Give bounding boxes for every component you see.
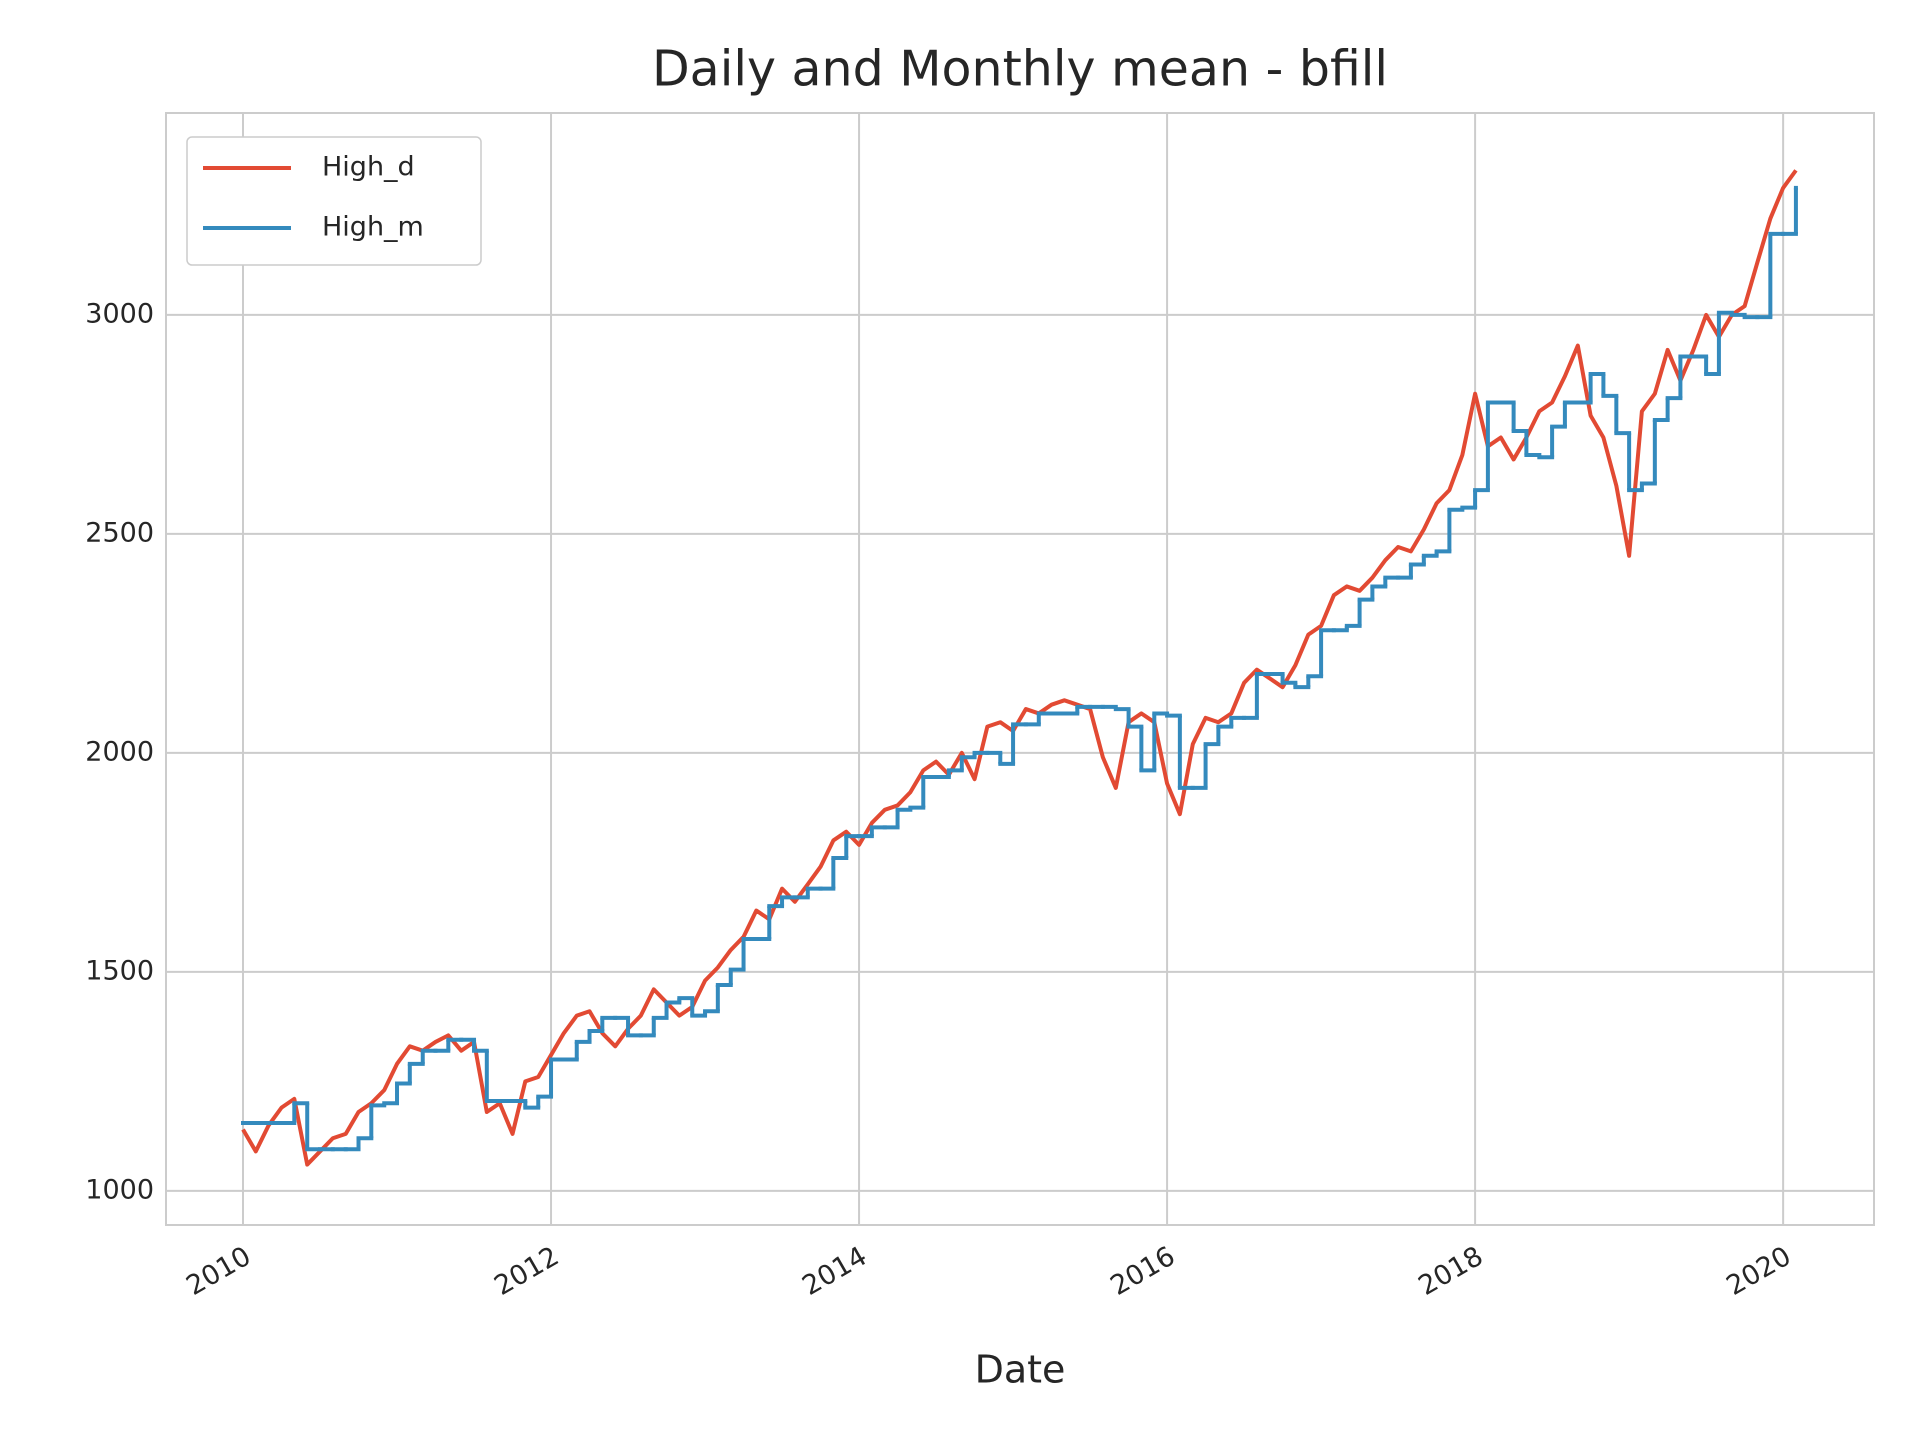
plot-lines	[241, 169, 1798, 1167]
y-tick-label: 1000	[85, 1174, 154, 1205]
plot-frame	[165, 112, 1875, 1226]
legend-label: High_m	[322, 212, 424, 243]
y-tick-label: 2500	[85, 517, 154, 548]
y-tick-label: 2000	[85, 736, 154, 767]
x-tick-label: 2014	[797, 1241, 872, 1302]
x-tick-label: 2010	[181, 1241, 256, 1302]
chart-title: Daily and Monthly mean - bfill	[652, 41, 1388, 98]
y-tick-label: 3000	[85, 298, 154, 329]
data-line	[241, 169, 1798, 1167]
legend: High_d High_m	[186, 136, 482, 266]
x-tick-label: 2012	[489, 1241, 564, 1302]
x-axis-label: Date	[975, 1348, 1066, 1392]
x-tick-label: 2018	[1413, 1241, 1488, 1302]
legend-label: High_d	[322, 152, 415, 183]
x-tick-label: 2020	[1721, 1241, 1796, 1302]
y-tick-label: 1500	[85, 955, 154, 986]
x-tick-label: 2016	[1105, 1241, 1180, 1302]
grid	[166, 113, 1874, 1225]
